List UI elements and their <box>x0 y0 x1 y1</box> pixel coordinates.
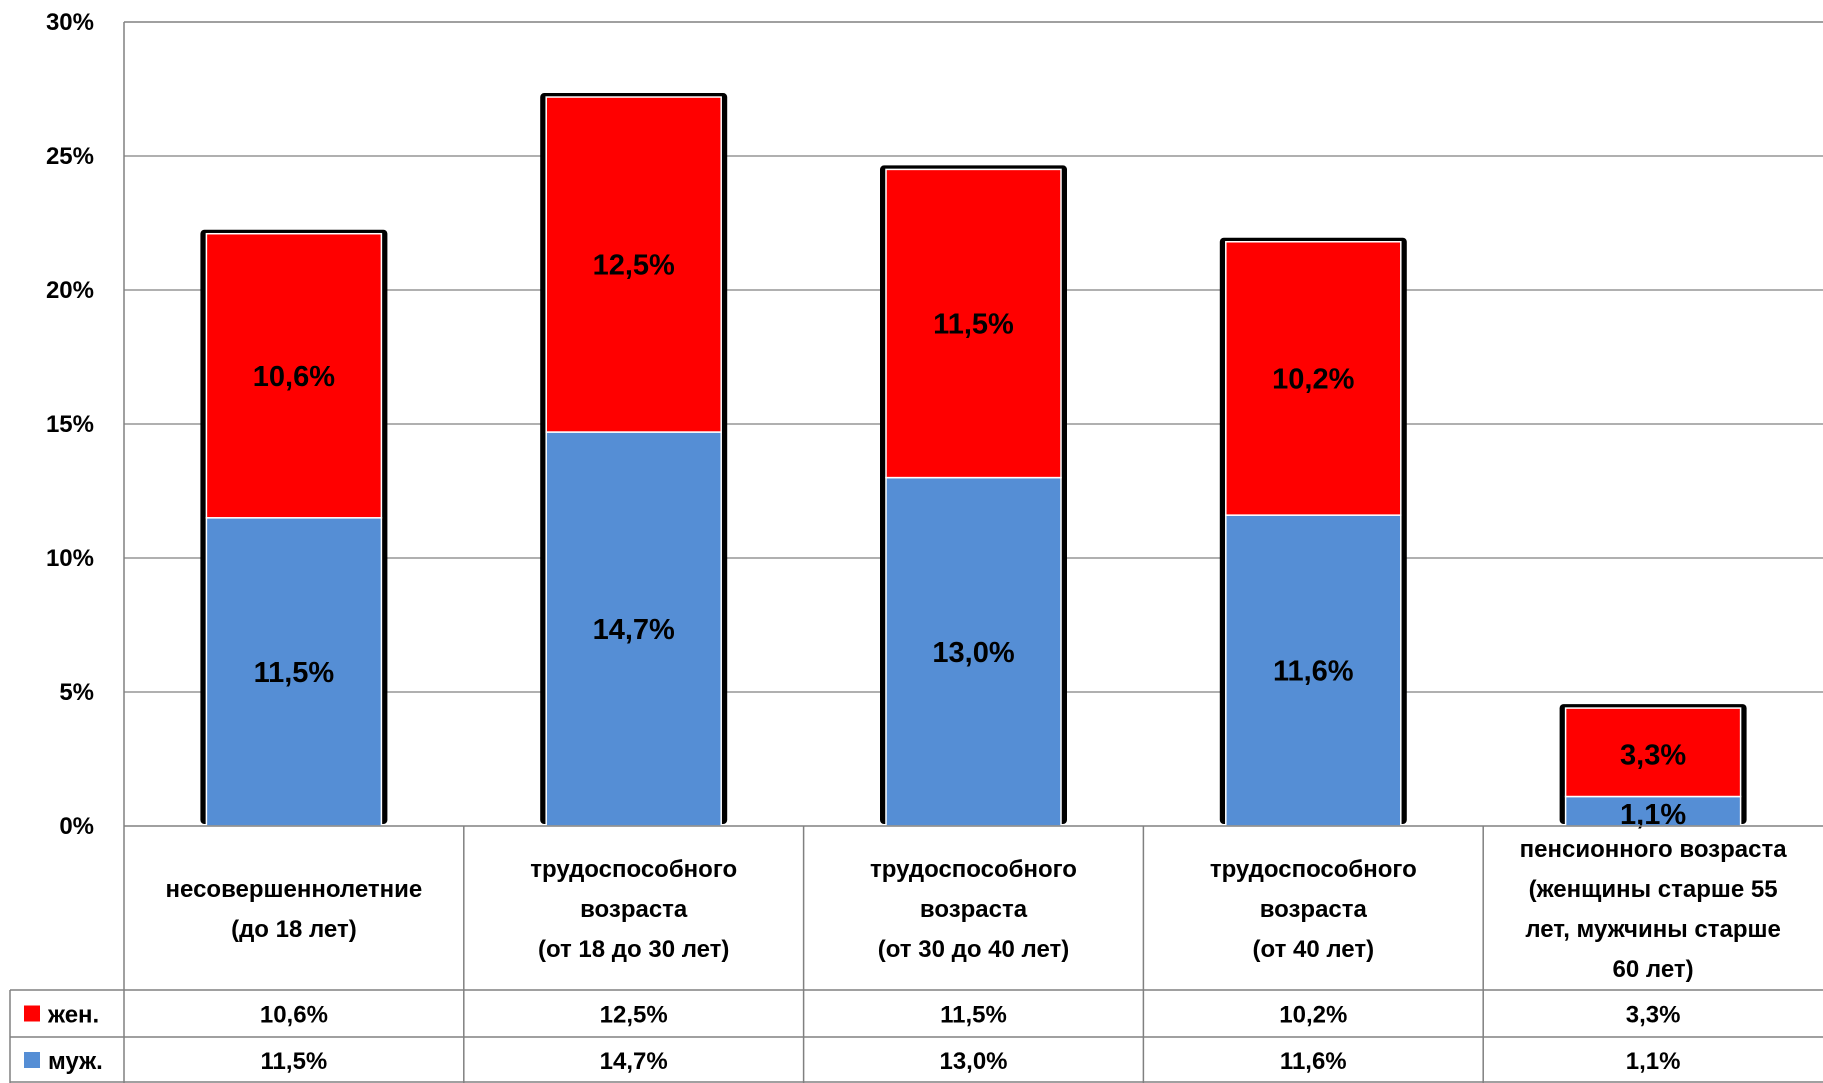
y-tick-label: 15% <box>46 411 94 438</box>
bar-female <box>885 168 1062 479</box>
table-cell-female: 11,5% <box>940 1002 1007 1029</box>
data-label-male: 13,0% <box>932 637 1014 669</box>
data-label-male: 14,7% <box>593 614 675 646</box>
legend-swatch-female <box>24 1005 40 1022</box>
y-tick-label: 25% <box>46 143 94 170</box>
data-label-male: 11,6% <box>1273 656 1354 688</box>
bar-female <box>545 96 722 433</box>
table-cell-male: 14,7% <box>600 1048 668 1075</box>
category-label: трудоспособного возраста (от 40 лет) <box>1210 856 1417 963</box>
bar-female <box>1564 707 1742 798</box>
table-cell-female: 12,5% <box>600 1002 668 1029</box>
y-tick-label: 0% <box>59 813 94 840</box>
category-label: трудоспособного возраста (от 18 до 30 лет) <box>530 856 737 963</box>
data-label-male: 11,5% <box>254 657 335 689</box>
table-cell-female: 3,3% <box>1626 1002 1681 1029</box>
table-cell-male: 1,1% <box>1626 1048 1681 1075</box>
category-label: несовершеннолетние (до 18 лет) <box>166 876 423 943</box>
data-label-female: 3,3% <box>1620 739 1686 771</box>
bars: 11,5% 10,6% 14,7% 12,5% 13,0% 11,5% 11,6% 10,2%… <box>200 93 1747 831</box>
category-label: пенсионного возраста (женщины старше 55 ле… <box>1520 836 1788 983</box>
table-cell-male: 11,5% <box>261 1048 328 1075</box>
y-tick-label: 30% <box>46 9 94 36</box>
y-tick-label: 5% <box>59 679 94 706</box>
y-tick-label: 10% <box>46 545 94 572</box>
table-cell-male: 11,6% <box>1280 1048 1347 1075</box>
legend-swatch-male <box>24 1052 40 1068</box>
table-cell-male: 13,0% <box>939 1048 1007 1075</box>
legend-label-female: жен. <box>47 1002 99 1029</box>
legend-label-male: муж. <box>48 1048 103 1075</box>
table-cell-female: 10,2% <box>1279 1002 1347 1029</box>
data-label-female: 11,5% <box>933 309 1014 341</box>
category-label: трудоспособного возраста (от 30 до 40 лет) <box>870 856 1077 963</box>
y-tick-label: 20% <box>46 277 94 304</box>
bar-female <box>1225 241 1402 516</box>
data-table: несовершеннолетние (до 18 лет) трудоспособ… <box>9 825 1823 1083</box>
data-label-female: 10,2% <box>1272 363 1354 395</box>
bar-male <box>1225 514 1402 827</box>
bar-male <box>1564 795 1742 827</box>
bar-male <box>885 476 1062 827</box>
data-label-female: 12,5% <box>593 250 675 282</box>
bar-female <box>205 232 383 519</box>
y-axis: 0% 5% 10% 15% 20% 25% 30% <box>46 9 94 840</box>
table-cell-female: 10,6% <box>260 1002 328 1029</box>
data-label-female: 10,6% <box>253 361 335 393</box>
